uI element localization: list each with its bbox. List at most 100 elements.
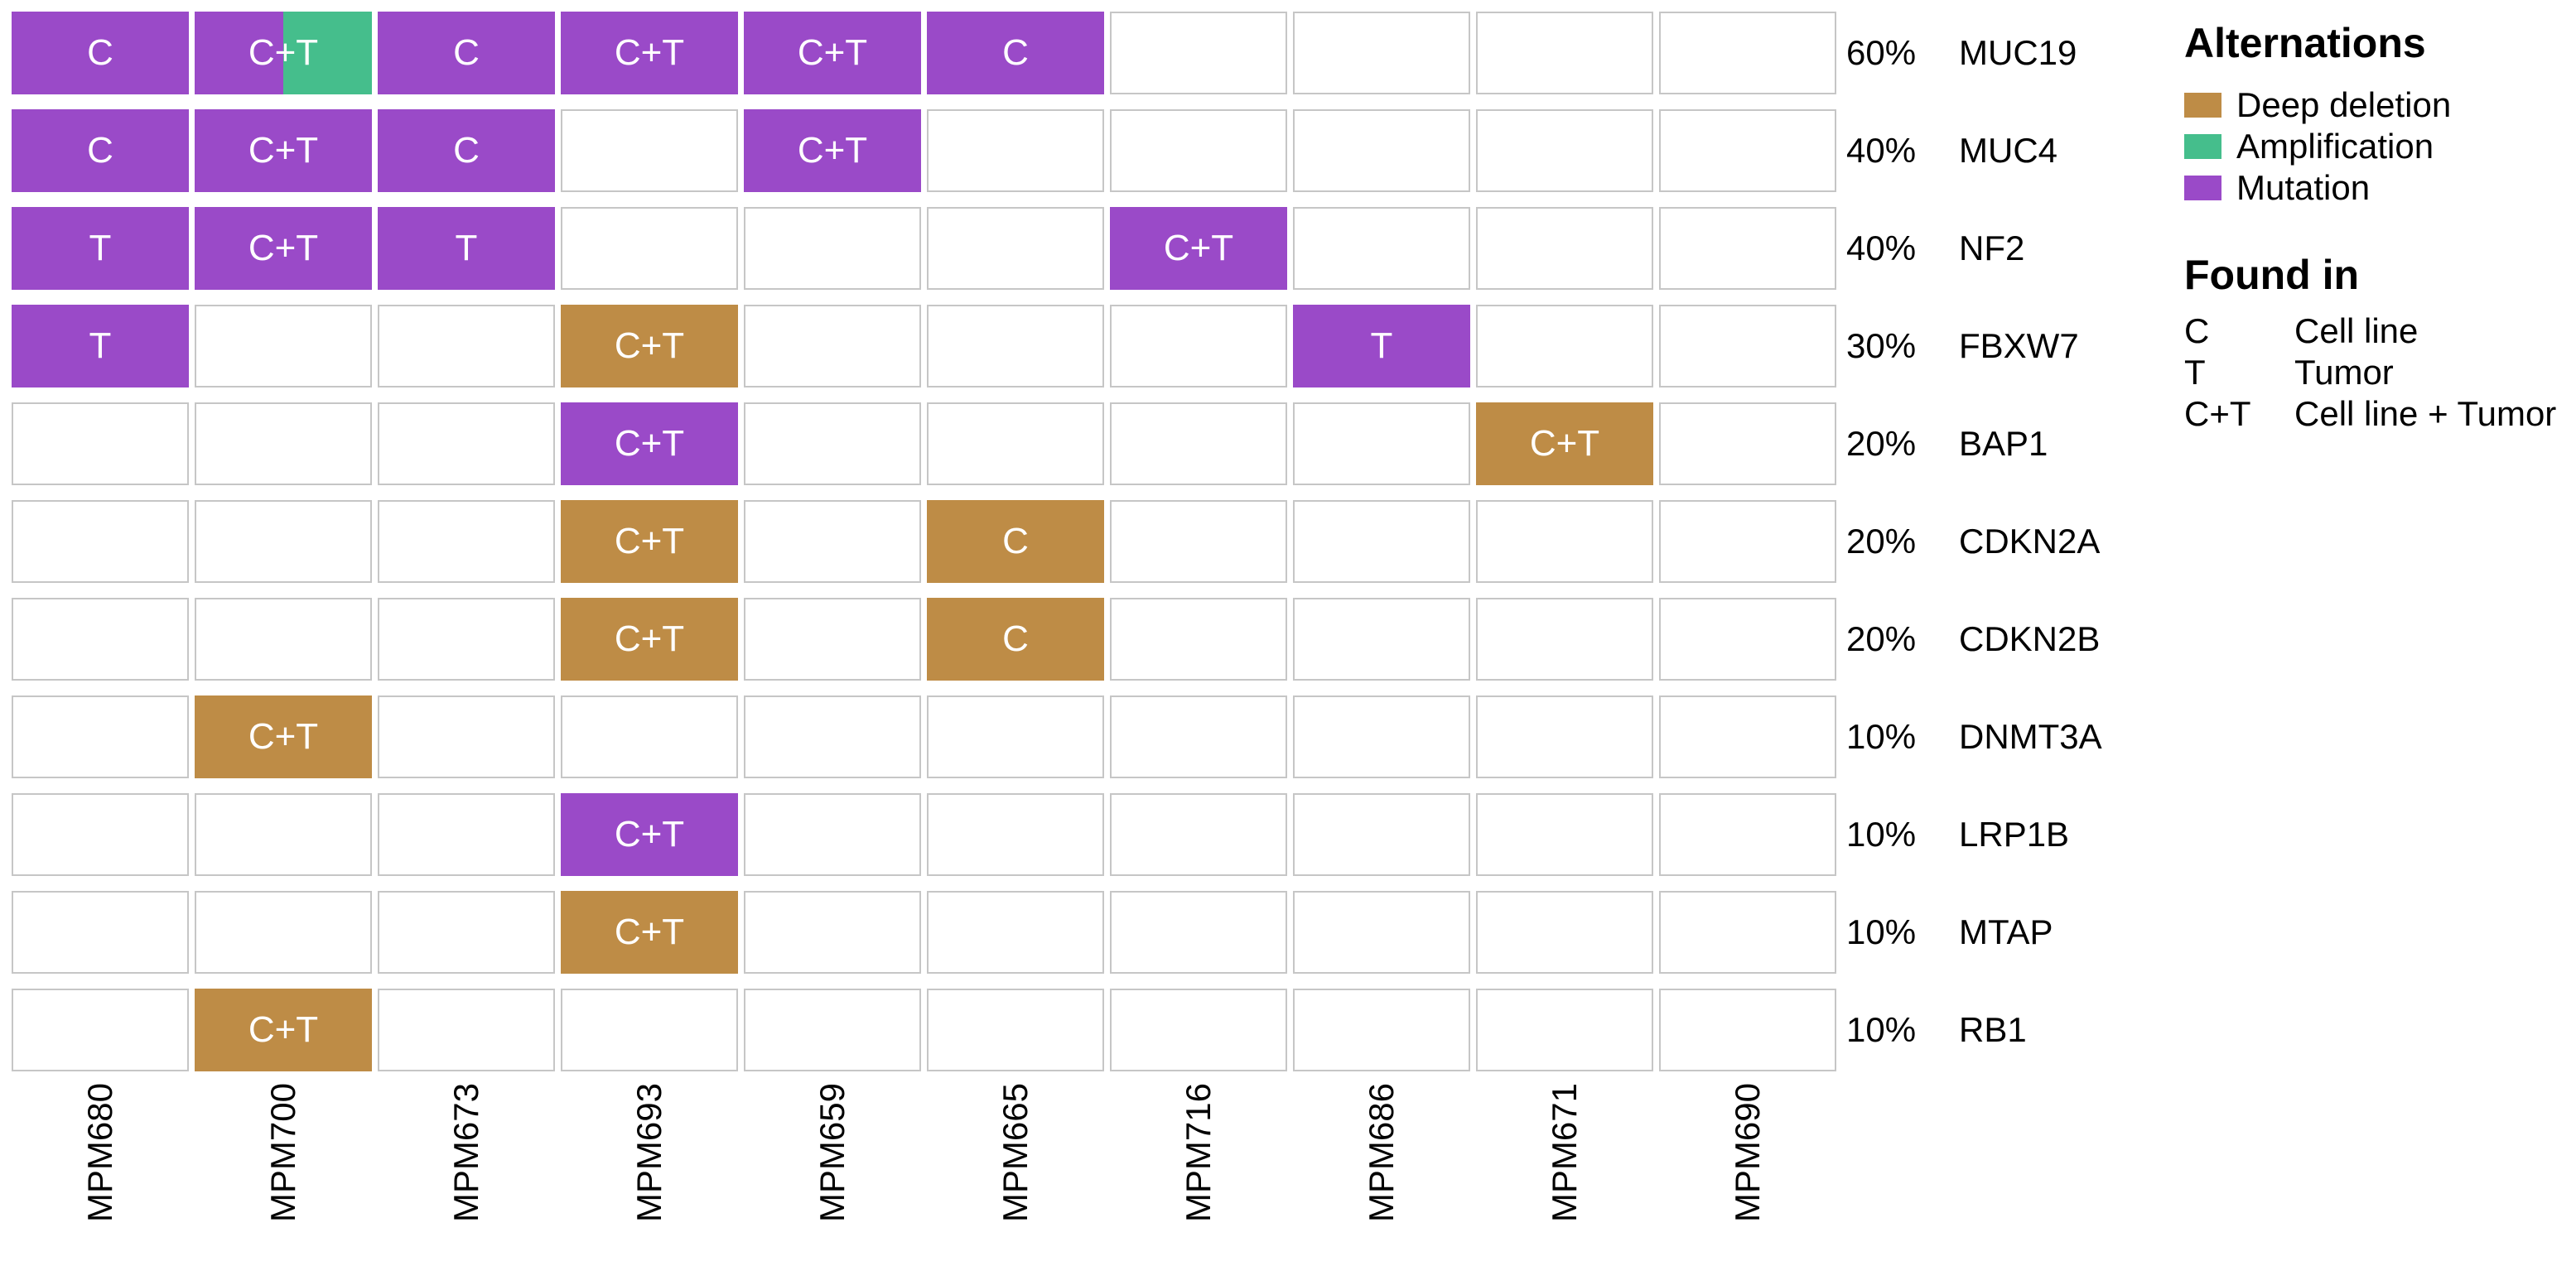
gene-label-RB1: RB1 xyxy=(1959,1010,2027,1049)
sample-label-MPM686: MPM686 xyxy=(1293,1083,1470,1261)
matrix-cell-MUC4-MPM659: C+T xyxy=(744,109,921,192)
percent-label-LRP1B: 10% xyxy=(1846,815,1917,854)
matrix-cell-empty xyxy=(1293,12,1470,94)
legend-item-label: Deep deletion xyxy=(2236,84,2452,124)
matrix-cell-empty xyxy=(12,598,189,681)
matrix-cell-DNMT3A-MPM700: C+T xyxy=(195,695,372,778)
matrix-cell-empty xyxy=(378,402,555,485)
found-in-label: Cell line xyxy=(2294,311,2419,350)
found-in-mark: C xyxy=(87,130,113,171)
found-in-mark: C+T xyxy=(1529,423,1600,464)
matrix-cell-MUC19-MPM673: C xyxy=(378,12,555,94)
matrix-cell-empty xyxy=(927,793,1104,876)
matrix-cell-empty xyxy=(195,891,372,974)
matrix-cell-MUC19-MPM693: C+T xyxy=(561,12,738,94)
found-in-mark: C+T xyxy=(614,814,685,854)
found-in-mark: C+T xyxy=(248,32,319,73)
matrix-cell-empty xyxy=(1659,109,1836,192)
gene-label-FBXW7: FBXW7 xyxy=(1959,326,2079,365)
matrix-cell-empty xyxy=(744,402,921,485)
found-in-item-t: T Tumor xyxy=(2184,352,2576,393)
sample-label-text: MPM686 xyxy=(1362,1083,1401,1223)
matrix-cell-empty xyxy=(1110,402,1287,485)
matrix-cell-FBXW7-MPM686: T xyxy=(1293,305,1470,387)
matrix-cell-empty xyxy=(1476,12,1653,94)
gene-label-BAP1: BAP1 xyxy=(1959,424,2048,463)
matrix-cell-MUC19-MPM700: C+T xyxy=(195,12,372,94)
matrix-cell-empty xyxy=(1110,598,1287,681)
matrix-cell-empty xyxy=(195,793,372,876)
matrix-cell-CDKN2B-MPM665: C xyxy=(927,598,1104,681)
found-in-code: C xyxy=(2184,311,2210,350)
matrix-cell-empty xyxy=(744,500,921,583)
matrix-cell-empty xyxy=(195,500,372,583)
sample-label-text: MPM680 xyxy=(80,1083,119,1223)
legend-alterations-items: Deep deletion Amplification Mutation xyxy=(2184,84,2576,209)
matrix-cell-empty xyxy=(195,402,372,485)
matrix-cell-empty xyxy=(561,207,738,290)
matrix-cell-empty xyxy=(1659,891,1836,974)
matrix-cell-FBXW7-MPM693: C+T xyxy=(561,305,738,387)
matrix-cell-empty xyxy=(378,305,555,387)
percent-label-MTAP: 10% xyxy=(1846,912,1917,951)
matrix-cell-empty xyxy=(1476,891,1653,974)
matrix-cell-empty xyxy=(378,891,555,974)
matrix-cell-empty xyxy=(378,989,555,1071)
percent-label-CDKN2B: 20% xyxy=(1846,619,1917,658)
matrix-cell-empty xyxy=(1110,695,1287,778)
percent-label-BAP1: 20% xyxy=(1846,424,1917,463)
matrix-cell-empty xyxy=(195,598,372,681)
found-in-mark: C+T xyxy=(614,423,685,464)
matrix-cell-empty xyxy=(12,695,189,778)
matrix-cell-empty xyxy=(1293,207,1470,290)
matrix-cell-empty xyxy=(1476,793,1653,876)
matrix-cell-empty xyxy=(1476,598,1653,681)
sample-label-text: MPM673 xyxy=(446,1083,485,1223)
found-in-mark: T xyxy=(455,228,478,268)
gene-label-CDKN2B: CDKN2B xyxy=(1959,619,2101,658)
sample-label-MPM700: MPM700 xyxy=(195,1083,372,1261)
matrix-cell-empty xyxy=(1659,12,1836,94)
matrix-cell-NF2-MPM680: T xyxy=(12,207,189,290)
percent-label-FBXW7: 30% xyxy=(1846,326,1917,365)
matrix-cell-CDKN2A-MPM665: C xyxy=(927,500,1104,583)
sample-label-text: MPM671 xyxy=(1545,1083,1584,1223)
sample-label-MPM665: MPM665 xyxy=(927,1083,1104,1261)
gene-label-DNMT3A: DNMT3A xyxy=(1959,717,2102,756)
legend-item-label: Amplification xyxy=(2236,126,2434,166)
matrix-cell-empty xyxy=(1476,989,1653,1071)
matrix-cell-empty xyxy=(1110,12,1287,94)
matrix-cell-empty xyxy=(744,305,921,387)
matrix-cell-empty xyxy=(1659,598,1836,681)
matrix-cell-empty xyxy=(1293,793,1470,876)
found-in-mark: C xyxy=(1002,521,1029,561)
legend-item-mutation: Mutation xyxy=(2184,167,2576,209)
percent-label-DNMT3A: 10% xyxy=(1846,717,1917,756)
matrix-cell-empty xyxy=(1476,695,1653,778)
legend-found-in-title: Found in xyxy=(2184,251,2360,298)
matrix-cell-empty xyxy=(1110,305,1287,387)
matrix-cell-empty xyxy=(1110,989,1287,1071)
matrix-cell-empty xyxy=(561,109,738,192)
found-in-mark: C xyxy=(87,32,113,73)
matrix-cell-empty xyxy=(12,402,189,485)
matrix-cell-empty xyxy=(561,989,738,1071)
found-in-mark: T xyxy=(89,228,112,268)
sample-label-MPM673: MPM673 xyxy=(378,1083,555,1261)
matrix-cell-MUC19-MPM659: C+T xyxy=(744,12,921,94)
matrix-cell-empty xyxy=(1293,598,1470,681)
percent-label-MUC4: 40% xyxy=(1846,131,1917,170)
matrix-cell-LRP1B-MPM693: C+T xyxy=(561,793,738,876)
found-in-mark: T xyxy=(1370,325,1393,366)
found-in-mark: C xyxy=(453,130,480,171)
matrix-cell-empty xyxy=(744,598,921,681)
matrix-cell-empty xyxy=(378,500,555,583)
sample-label-text: MPM665 xyxy=(996,1083,1035,1223)
sample-label-text: MPM690 xyxy=(1728,1083,1767,1223)
legend-swatch-icon xyxy=(2184,92,2221,118)
sample-label-MPM659: MPM659 xyxy=(744,1083,921,1261)
matrix-cell-empty xyxy=(744,891,921,974)
sample-label-MPM690: MPM690 xyxy=(1659,1083,1836,1261)
legend-item-deep-deletion: Deep deletion xyxy=(2184,84,2576,126)
